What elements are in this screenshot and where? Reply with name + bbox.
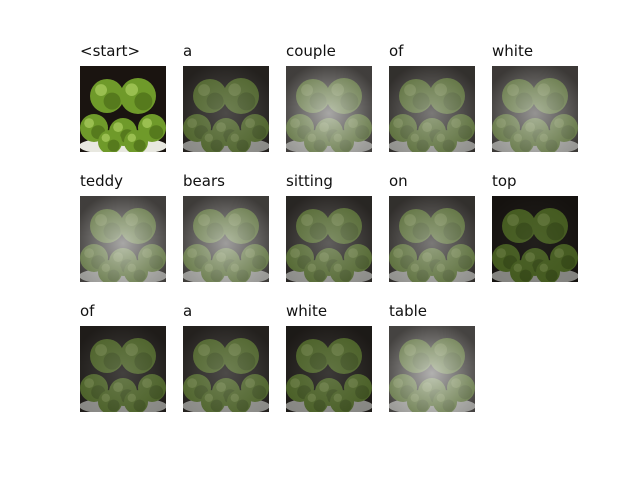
attention-map-image — [183, 66, 269, 152]
attention-map-image — [286, 196, 372, 282]
token-label: of — [80, 302, 95, 320]
token-label: white — [286, 302, 328, 320]
token-label: top — [492, 172, 517, 190]
token-label: a — [183, 42, 193, 60]
attention-map-image — [80, 66, 166, 152]
attention-map-image — [286, 326, 372, 412]
attention-map-image — [389, 66, 475, 152]
token-label: table — [389, 302, 427, 320]
token-label: couple — [286, 42, 336, 60]
attention-map-image — [80, 326, 166, 412]
attention-map-image — [492, 66, 578, 152]
attention-map-image — [80, 196, 166, 282]
attention-map-image — [183, 196, 269, 282]
token-label: a — [183, 302, 193, 320]
token-label: of — [389, 42, 404, 60]
token-label: on — [389, 172, 408, 190]
token-label: bears — [183, 172, 225, 190]
attention-map-image — [492, 196, 578, 282]
token-label: <start> — [80, 42, 141, 60]
attention-map-image — [389, 196, 475, 282]
attention-map-image — [286, 66, 372, 152]
token-label: white — [492, 42, 534, 60]
attention-map-image — [389, 326, 475, 412]
token-label: sitting — [286, 172, 333, 190]
attention-map-image — [183, 326, 269, 412]
token-label: teddy — [80, 172, 124, 190]
